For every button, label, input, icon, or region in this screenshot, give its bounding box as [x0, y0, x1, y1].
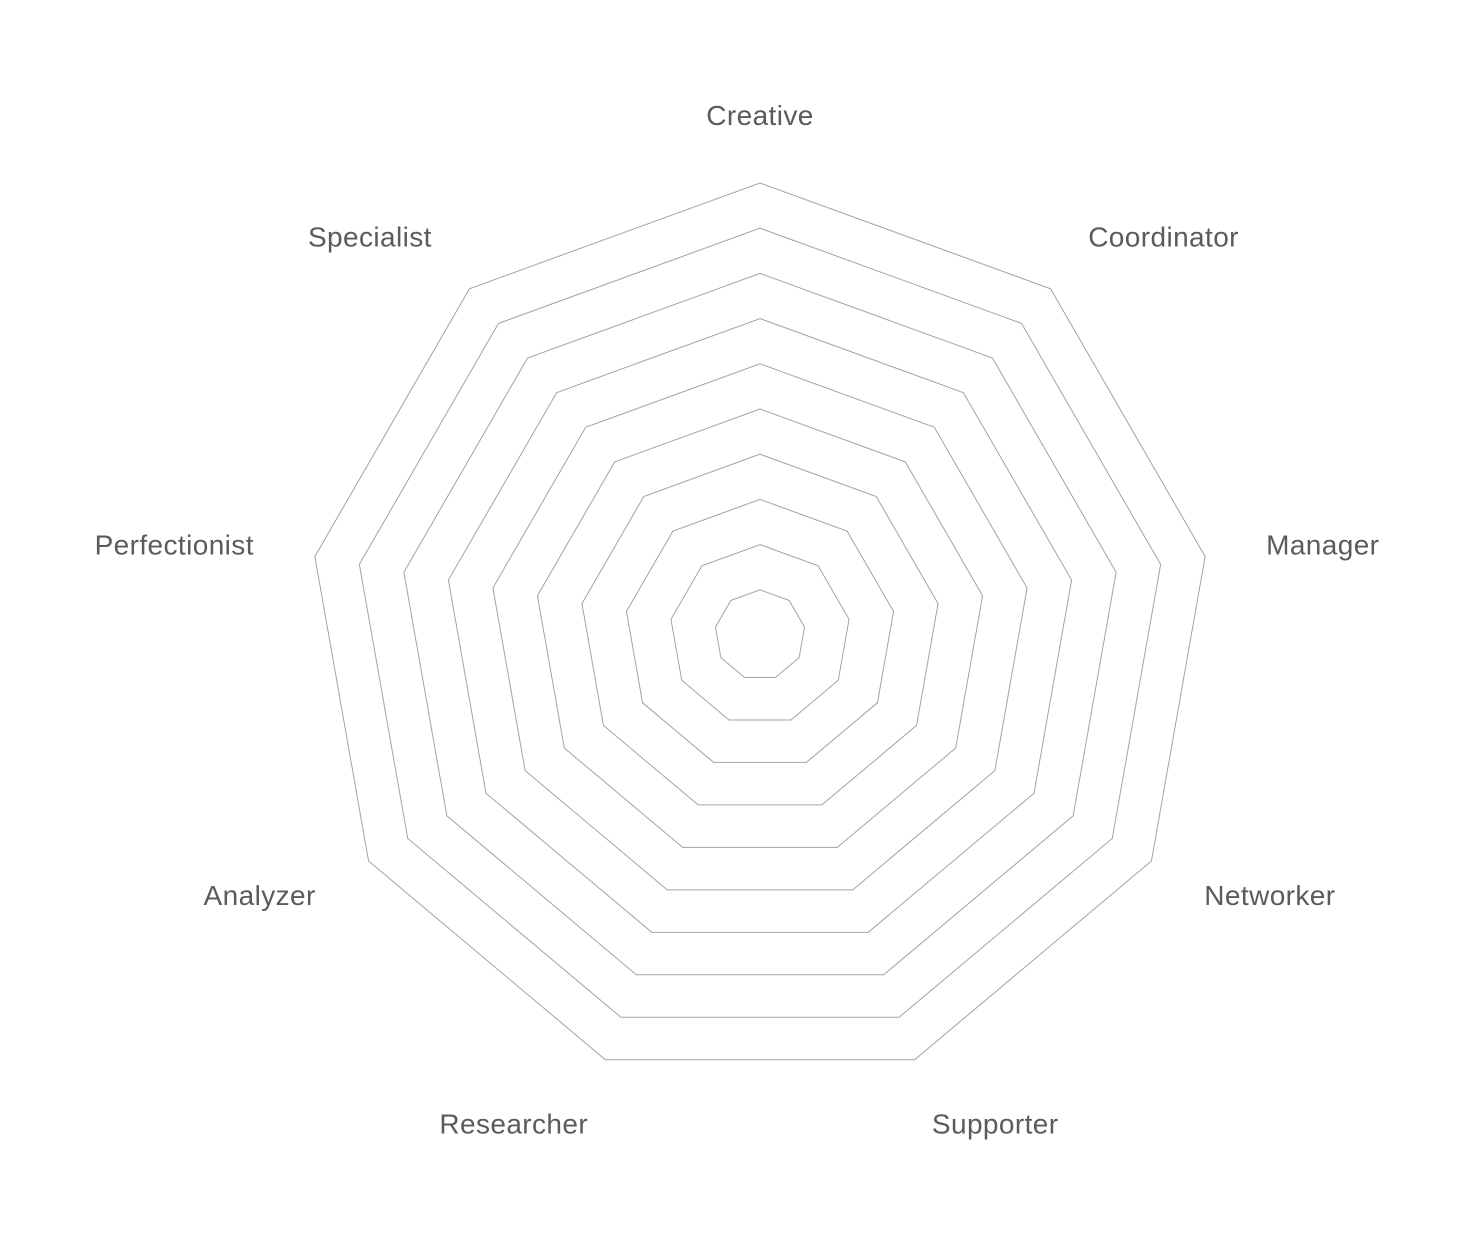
axis-label-researcher: Researcher — [439, 1109, 588, 1140]
grid-ring-3 — [625, 498, 895, 763]
grid-ring-4 — [581, 453, 939, 806]
radar-grid — [314, 182, 1206, 1061]
grid-ring-7 — [447, 318, 1073, 933]
axis-label-analyzer: Analyzer — [204, 880, 316, 911]
grid-ring-5 — [536, 408, 984, 848]
axis-label-specialist: Specialist — [308, 222, 432, 253]
grid-ring-1 — [714, 589, 806, 678]
axis-label-manager: Manager — [1266, 530, 1379, 561]
grid-ring-2 — [670, 544, 850, 721]
radar-axis-labels: Creative Coordinator Manager Networker Suppo… — [95, 100, 1379, 1140]
axis-label-networker: Networker — [1204, 880, 1335, 911]
axis-label-perfectionist: Perfectionist — [95, 530, 254, 561]
axis-label-supporter: Supporter — [932, 1109, 1059, 1140]
grid-ring-9 — [358, 227, 1162, 1018]
axis-label-creative: Creative — [706, 100, 813, 131]
grid-ring-8 — [403, 272, 1117, 976]
axis-label-coordinator: Coordinator — [1088, 222, 1239, 253]
grid-ring-6 — [492, 363, 1028, 891]
grid-ring-10 — [314, 182, 1206, 1061]
